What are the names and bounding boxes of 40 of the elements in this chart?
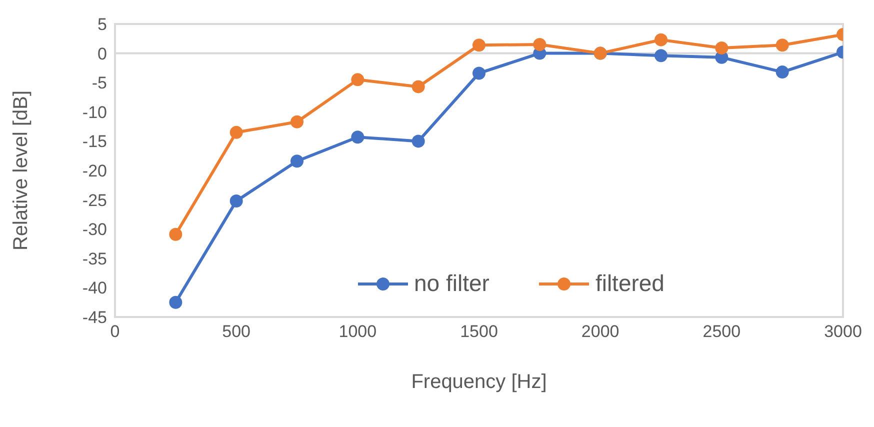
point bbox=[351, 73, 364, 86]
point bbox=[412, 134, 425, 148]
x-tick-label: 2000 bbox=[581, 322, 620, 342]
y-tick-label: -40 bbox=[82, 278, 107, 298]
x-axis-title: Frequency [Hz] bbox=[411, 371, 547, 393]
point bbox=[412, 80, 425, 94]
point bbox=[776, 38, 789, 52]
y-axis-title: Relative level [dB] bbox=[10, 90, 32, 251]
x-tick-label: 0 bbox=[110, 322, 120, 342]
y-tick-label: -25 bbox=[82, 190, 107, 210]
y-tick-label: -5 bbox=[92, 74, 107, 93]
point bbox=[472, 38, 486, 52]
legend-label: filtered bbox=[595, 270, 664, 297]
y-tick-label: -15 bbox=[82, 132, 107, 152]
point bbox=[169, 296, 182, 309]
point bbox=[230, 194, 243, 208]
point bbox=[230, 126, 243, 139]
point bbox=[715, 42, 728, 55]
y-tick-label: 5 bbox=[98, 15, 107, 34]
point bbox=[654, 33, 668, 46]
point bbox=[654, 49, 668, 62]
point bbox=[169, 228, 182, 241]
y-tick-label: -35 bbox=[82, 249, 107, 268]
point bbox=[290, 154, 304, 168]
x-tick-label: 1500 bbox=[460, 322, 498, 342]
legend-label: no filter bbox=[414, 270, 490, 297]
x-tick-label: 500 bbox=[222, 322, 251, 342]
x-tick-label: 3000 bbox=[824, 322, 862, 342]
x-tick-label: 2500 bbox=[702, 322, 741, 342]
x-tick-label: 1000 bbox=[338, 322, 377, 342]
point bbox=[351, 130, 364, 144]
y-tick-label: -10 bbox=[82, 102, 107, 122]
y-tick-label: -30 bbox=[82, 220, 107, 240]
point bbox=[472, 66, 486, 80]
y-tick-label: 0 bbox=[98, 44, 107, 64]
point bbox=[290, 115, 304, 128]
y-tick-label: -45 bbox=[82, 308, 107, 328]
point bbox=[776, 66, 789, 79]
point bbox=[533, 38, 546, 52]
y-tick-label: -20 bbox=[82, 162, 107, 181]
